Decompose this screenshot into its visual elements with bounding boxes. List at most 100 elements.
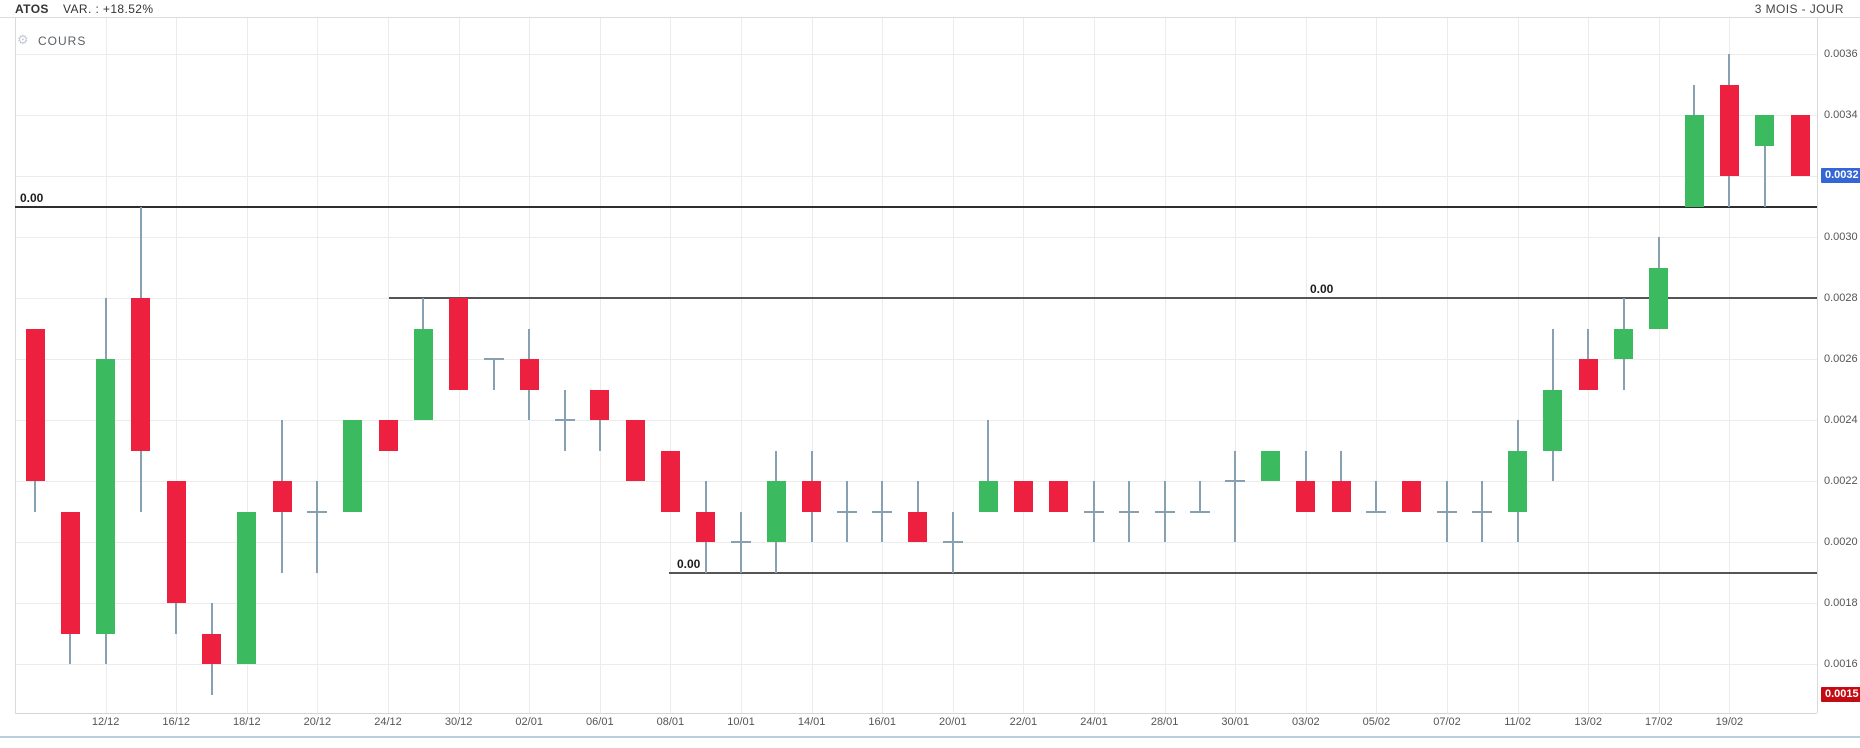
y-axis-label: 0.0030: [1824, 231, 1858, 243]
y-axis-label: 0.0034: [1824, 109, 1858, 121]
h-gridline: [15, 359, 1817, 360]
v-gridline: [1517, 18, 1519, 713]
candle-body-up: [1684, 115, 1704, 207]
candle-wick: [316, 481, 319, 573]
candle-body-down: [802, 481, 822, 512]
timeframe-label: 3 MOIS - JOUR: [1754, 2, 1844, 16]
candle-doji-dash: [836, 510, 857, 513]
candle-body-up: [237, 511, 257, 664]
candle-body-up: [1755, 115, 1775, 146]
v-gridline: [1305, 18, 1307, 713]
instrument-symbol: ATOS: [15, 2, 49, 16]
h-gridline: [15, 542, 1817, 543]
candle-body-down: [1296, 481, 1316, 512]
y-axis-label: 0.0022: [1824, 475, 1858, 487]
plot-right-border: [1817, 18, 1818, 713]
x-axis-label: 17/02: [1645, 716, 1673, 728]
pane-title: COURS: [38, 34, 87, 48]
x-axis-label: 16/01: [868, 716, 896, 728]
v-gridline: [1094, 18, 1095, 713]
variation-label: VAR. : +18.52%: [63, 2, 154, 16]
candle-doji-dash: [1472, 510, 1493, 513]
h-gridline: [15, 115, 1817, 116]
candle-body-up: [1649, 267, 1669, 329]
candle-wick: [987, 420, 990, 512]
v-gridline: [811, 18, 813, 713]
pane-top-border: [0, 17, 1860, 18]
x-axis-label: 03/02: [1292, 716, 1320, 728]
candle-body-down: [131, 298, 151, 451]
v-gridline: [1376, 18, 1378, 713]
plot-left-border: [15, 18, 16, 713]
price-annotation-line[interactable]: [15, 205, 1817, 208]
v-gridline: [599, 18, 601, 713]
candle-wick: [1198, 481, 1201, 512]
v-gridline: [176, 18, 178, 713]
candle-body-down: [60, 511, 80, 634]
x-axis-label: 07/02: [1433, 716, 1461, 728]
x-axis-label: 19/02: [1715, 716, 1744, 728]
candle-body-down: [1331, 481, 1351, 512]
candle-doji-dash: [307, 510, 328, 513]
candle-body-up: [1543, 389, 1563, 451]
h-gridline: [15, 603, 1817, 604]
candle-body-up: [1508, 450, 1528, 512]
candle-body-up: [1261, 450, 1280, 481]
candle-body-down: [449, 298, 469, 390]
v-gridline: [741, 18, 742, 713]
candle-body-up: [1614, 328, 1633, 359]
bottom-separator: [0, 736, 1860, 738]
y-axis-label: 0.0028: [1824, 292, 1858, 304]
candle-body-down: [625, 420, 645, 481]
x-axis-label: 24/12: [374, 716, 402, 728]
price-line-label: 0.00: [20, 190, 44, 205]
x-axis-label: 20/12: [303, 716, 332, 728]
v-gridline: [952, 18, 954, 713]
x-axis-label: 05/02: [1362, 716, 1391, 728]
candle-body-down: [1049, 481, 1069, 512]
candle-doji-dash: [942, 541, 963, 543]
settings-gear-icon[interactable]: ⚙: [17, 32, 29, 47]
candle-body-up: [766, 481, 786, 542]
candle-body-up: [413, 328, 433, 420]
candle-body-down: [1013, 481, 1033, 512]
candle-body-down: [1719, 84, 1739, 176]
candle-body-down: [1578, 359, 1598, 390]
x-axis-label: 18/12: [233, 716, 261, 728]
v-gridline: [246, 18, 248, 713]
candle-body-down: [202, 633, 221, 664]
x-axis-label: 24/01: [1080, 716, 1108, 728]
x-axis-label: 08/01: [656, 716, 685, 728]
candle-body-down: [1790, 115, 1810, 176]
h-gridline: [15, 176, 1817, 177]
candle-body-down: [1402, 481, 1422, 512]
price-annotation-line[interactable]: [669, 571, 1817, 574]
y-axis-label: 0.0024: [1824, 414, 1858, 426]
v-gridline: [882, 18, 884, 713]
price-line-label: 0.00: [677, 556, 701, 571]
h-gridline: [15, 420, 1817, 421]
candle-body-down: [519, 359, 539, 390]
v-gridline: [1164, 18, 1166, 713]
y-axis-label: 0.0036: [1824, 48, 1858, 60]
v-gridline: [1235, 18, 1237, 713]
candle-doji-dash: [1366, 510, 1387, 513]
candle-wick: [1375, 481, 1378, 512]
candle-body-down: [660, 450, 680, 512]
candle-wick: [492, 359, 495, 390]
candle-doji-dash: [1084, 510, 1104, 513]
candle-body-down: [378, 420, 398, 451]
candle-wick: [1763, 115, 1766, 207]
h-gridline: [15, 237, 1817, 238]
candle-doji-dash: [1154, 510, 1175, 513]
x-axis-label: 13/02: [1574, 716, 1602, 728]
price-annotation-line[interactable]: [389, 297, 1817, 299]
x-axis-label: 30/01: [1221, 716, 1249, 728]
candle-doji-dash: [872, 510, 893, 513]
x-axis-label: 14/01: [797, 716, 826, 728]
h-gridline: [15, 664, 1817, 665]
candle-body-down: [590, 389, 610, 420]
candle-body-down: [908, 511, 927, 542]
